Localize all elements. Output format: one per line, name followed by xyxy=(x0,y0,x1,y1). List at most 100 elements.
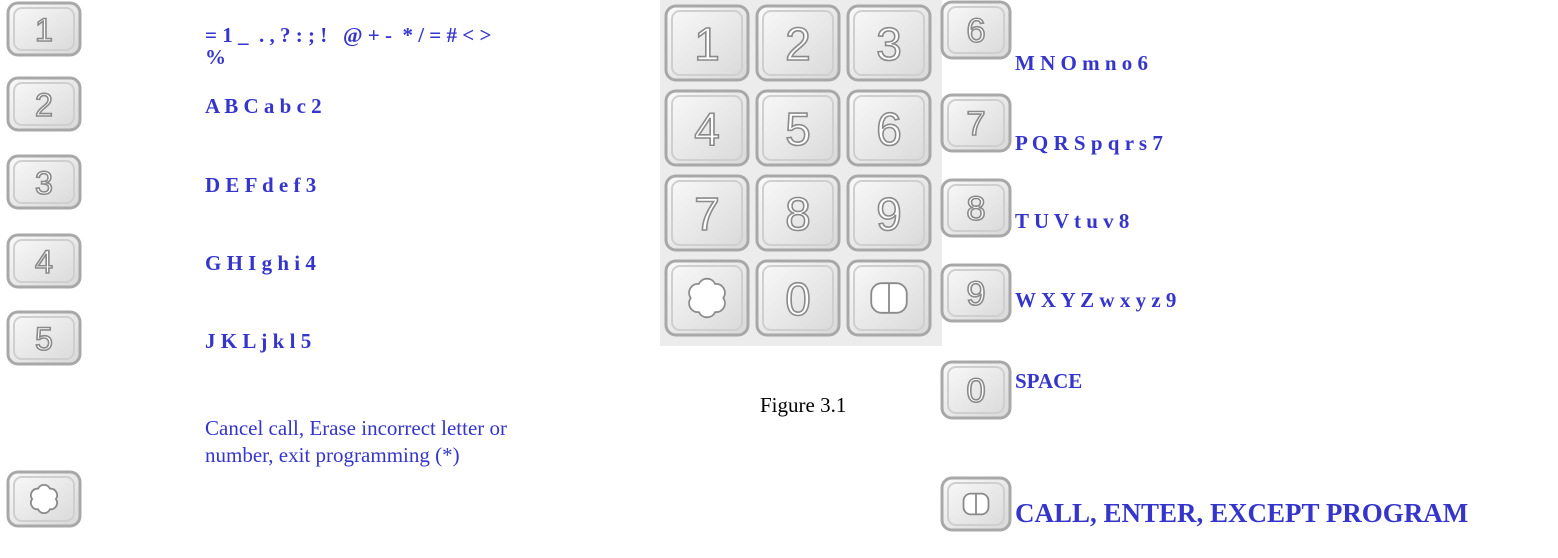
key-icon: 1 xyxy=(664,4,750,82)
key-description: G H I g h i 4 xyxy=(205,251,316,275)
key-description: = 1 _ . , ? : ; ! @ + - * / = # < > xyxy=(205,23,491,47)
key-inner xyxy=(671,10,743,76)
key-inner xyxy=(853,10,925,76)
key-icon: 6 xyxy=(846,89,932,167)
key-icon: 7 xyxy=(940,93,1012,153)
key-digit: 5 xyxy=(785,103,811,155)
key-icon: 5 xyxy=(6,310,82,366)
key-inner xyxy=(853,95,925,161)
key-digit: 8 xyxy=(785,188,811,240)
figure-caption: Figure 3.1 xyxy=(760,393,846,417)
key-digit: 6 xyxy=(876,103,902,155)
key-description: J K L j k l 5 xyxy=(205,329,311,353)
key-inner xyxy=(13,476,75,522)
key-icon: 5 xyxy=(755,89,841,167)
key-inner xyxy=(671,180,743,246)
key-inner xyxy=(947,184,1005,232)
key-frame xyxy=(6,76,82,132)
key-inner xyxy=(13,7,75,51)
key-icon xyxy=(664,259,750,337)
key-icon: 3 xyxy=(6,154,82,210)
key-inner xyxy=(671,95,743,161)
key-digit: 7 xyxy=(966,105,985,143)
key-icon: 6 xyxy=(940,0,1012,60)
key-frame xyxy=(755,4,841,82)
key-frame xyxy=(846,174,932,252)
key-digit: 3 xyxy=(35,165,53,201)
key-icon: 9 xyxy=(846,174,932,252)
key-frame xyxy=(6,154,82,210)
key-frame xyxy=(664,174,750,252)
key-inner xyxy=(13,82,75,126)
key-digit: 6 xyxy=(966,12,985,50)
star-symbol xyxy=(688,277,726,319)
key-inner xyxy=(947,99,1005,147)
key-icon: 7 xyxy=(664,174,750,252)
key-frame xyxy=(755,89,841,167)
key-inner xyxy=(947,366,1005,414)
key-icon: 1 xyxy=(6,1,82,57)
key-frame xyxy=(664,89,750,167)
key-digit: 0 xyxy=(966,372,985,410)
key-inner xyxy=(947,6,1005,54)
key-frame xyxy=(664,4,750,82)
key-icon xyxy=(940,476,1012,532)
key-inner xyxy=(762,10,834,76)
key-description: T U V t u v 8 xyxy=(1015,209,1129,233)
key-digit: 4 xyxy=(694,103,720,155)
key-icon xyxy=(846,259,932,337)
key-description: Cancel call, Erase incorrect letter or xyxy=(205,416,507,440)
key-frame xyxy=(846,89,932,167)
key-inner xyxy=(853,180,925,246)
key-frame xyxy=(940,93,1012,153)
key-description: % xyxy=(205,45,226,69)
key-description: D E F d e f 3 xyxy=(205,173,316,197)
key-digit: 7 xyxy=(694,188,720,240)
key-icon: 4 xyxy=(6,233,82,289)
key-frame xyxy=(940,263,1012,323)
key-digit: 5 xyxy=(35,321,53,357)
key-frame xyxy=(755,174,841,252)
key-icon xyxy=(6,470,82,528)
key-inner xyxy=(853,265,925,331)
key-icon: 2 xyxy=(6,76,82,132)
key-inner xyxy=(671,265,743,331)
key-digit: 3 xyxy=(876,18,902,70)
key-frame xyxy=(940,0,1012,60)
key-icon: 0 xyxy=(940,360,1012,420)
key-frame xyxy=(846,4,932,82)
key-frame xyxy=(6,310,82,366)
key-digit: 8 xyxy=(966,190,985,228)
key-icon: 2 xyxy=(755,4,841,82)
key-icon: 8 xyxy=(940,178,1012,238)
key-digit: 9 xyxy=(876,188,902,240)
key-frame xyxy=(755,259,841,337)
key-digit: 1 xyxy=(694,18,720,70)
key-digit: 4 xyxy=(35,244,53,280)
key-icon: 0 xyxy=(755,259,841,337)
key-inner xyxy=(947,482,1005,526)
key-inner xyxy=(762,95,834,161)
key-description: W X Y Z w x y z 9 xyxy=(1015,288,1176,312)
key-description: P Q R S p q r s 7 xyxy=(1015,131,1163,155)
key-frame xyxy=(6,1,82,57)
key-inner xyxy=(762,180,834,246)
key-digit: 0 xyxy=(785,273,811,325)
key-digit: 2 xyxy=(35,87,53,123)
key-description: M N O m n o 6 xyxy=(1015,51,1148,75)
key-inner xyxy=(762,265,834,331)
key-inner xyxy=(13,160,75,204)
key-icon: 8 xyxy=(755,174,841,252)
key-icon: 9 xyxy=(940,263,1012,323)
key-frame xyxy=(6,233,82,289)
key-description: CALL, ENTER, EXCEPT PROGRAM xyxy=(1015,498,1468,528)
key-icon: 3 xyxy=(846,4,932,82)
star-symbol xyxy=(30,484,58,514)
key-digit: 9 xyxy=(966,275,985,313)
key-description: number, exit programming (*) xyxy=(205,443,460,467)
key-digit: 2 xyxy=(785,18,811,70)
key-description: A B C a b c 2 xyxy=(205,94,322,118)
key-inner xyxy=(947,269,1005,317)
key-frame xyxy=(940,360,1012,420)
